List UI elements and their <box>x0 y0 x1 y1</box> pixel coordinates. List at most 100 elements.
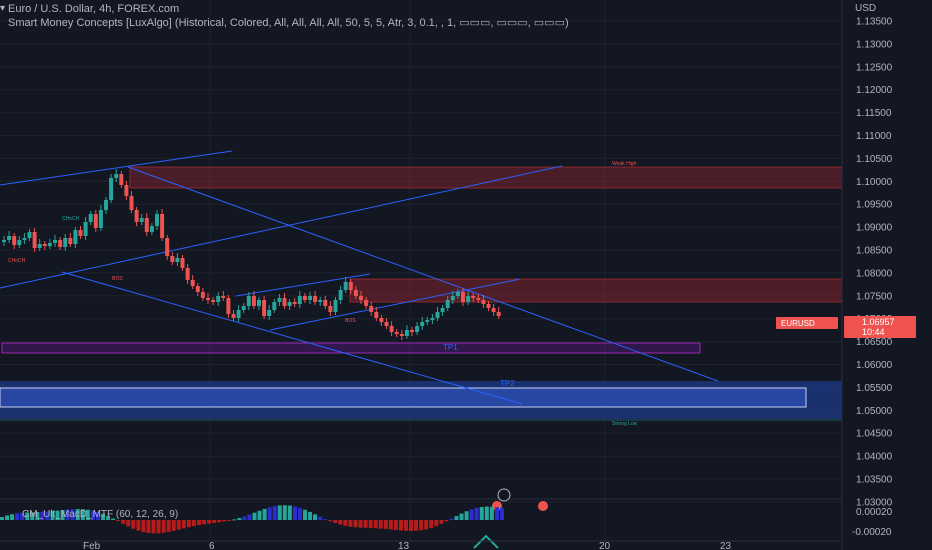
tp1-zone <box>1 342 701 354</box>
macd-bar <box>424 520 429 530</box>
macd-bar <box>277 505 282 520</box>
candle-body <box>104 200 108 210</box>
symbol-title[interactable]: Euro / U.S. Dollar, 4h, FOREX.com <box>8 3 180 15</box>
candle-body <box>180 258 185 268</box>
candle-body <box>211 300 216 302</box>
candle-body <box>175 258 180 262</box>
macd-bar <box>368 520 373 529</box>
macd-bar <box>85 509 90 520</box>
macd-bar <box>489 506 494 520</box>
candle-body <box>455 292 460 296</box>
macd-bar <box>222 520 227 522</box>
candle-body <box>338 290 343 300</box>
macd-bar <box>267 507 272 520</box>
choch-label-2: CHoCH <box>8 258 26 264</box>
candle-body <box>42 244 47 246</box>
price-axis-ticks[interactable]: 1.13500 1.13000 1.12500 1.12000 1.11500 1.110… <box>856 17 893 509</box>
price-tick-label: 1.10000 <box>856 177 893 188</box>
candle-body <box>491 308 496 312</box>
macd-bar <box>196 520 201 526</box>
macd-bar <box>474 507 479 520</box>
tp2-zone <box>0 387 807 408</box>
candle-body <box>466 296 471 302</box>
macd-bar <box>247 514 252 520</box>
candle-body <box>435 312 440 318</box>
macd-bar <box>151 520 156 534</box>
macd-bar <box>308 511 313 520</box>
candle-body <box>17 240 22 245</box>
candle-body <box>287 302 292 306</box>
macd-bar <box>313 514 318 520</box>
event-markers[interactable] <box>492 488 548 511</box>
candle-body <box>53 240 57 243</box>
event-icon-1[interactable] <box>497 488 511 502</box>
flag-icon-2[interactable] <box>538 501 548 511</box>
candle-body <box>160 214 165 238</box>
macd-bar <box>70 509 75 520</box>
weak-high-label: Weak High <box>612 161 637 167</box>
currency-label: USD <box>855 3 876 14</box>
macd-bar <box>60 510 65 520</box>
macd-bar <box>55 510 60 520</box>
price-tick-label: 1.07500 <box>856 291 893 302</box>
price-tick-label: 1.11500 <box>856 108 892 119</box>
macd-bar <box>136 520 141 531</box>
macd-bar <box>90 510 95 520</box>
macd-bar <box>383 520 388 529</box>
candle-body <box>114 174 119 178</box>
candle-body <box>98 210 103 228</box>
collapse-arrow-icon[interactable]: ▾ <box>0 3 6 14</box>
macd-bar <box>0 517 4 520</box>
candle-body <box>359 296 363 300</box>
candle-body <box>481 300 486 304</box>
candle-body <box>333 300 338 312</box>
price-tick-label: 1.06500 <box>856 337 893 348</box>
candle-body <box>22 238 27 240</box>
macd-bar <box>434 520 439 527</box>
macd-bar <box>454 516 459 520</box>
candle-body <box>93 214 98 228</box>
macd-bar <box>419 520 424 531</box>
current-price-badge[interactable] <box>844 316 916 338</box>
macd-bar <box>494 507 499 520</box>
macd-bar <box>439 520 444 524</box>
bos-label-2: BOS <box>345 318 356 324</box>
macd-bar <box>80 509 85 520</box>
price-tick-label: 1.12000 <box>856 85 893 96</box>
macd-bar <box>292 506 297 520</box>
macd-bar <box>40 511 45 520</box>
macd-bar <box>499 508 504 520</box>
symbol-badge[interactable] <box>776 317 838 329</box>
macd-bar <box>30 512 35 520</box>
candle-body <box>2 240 6 242</box>
candle-body <box>297 296 302 304</box>
macd-bar <box>181 520 186 529</box>
flag-icon-1[interactable] <box>492 501 502 511</box>
candle-body <box>73 230 78 244</box>
candle-body <box>420 322 425 326</box>
price-tick-label: 1.04000 <box>856 452 893 463</box>
candle-body <box>404 330 409 336</box>
macd-bar <box>479 506 484 520</box>
macd-bar <box>484 506 489 520</box>
candle-body <box>302 296 307 300</box>
price-grid <box>0 0 842 541</box>
candle-body <box>410 330 414 332</box>
chart-legend[interactable]: ▾ Euro / U.S. Dollar, 4h, FOREX.com Smar… <box>0 2 569 30</box>
candle-body <box>226 298 231 314</box>
oscillator-title[interactable]: CM_Ult_MacD_MTF (60, 12, 26, 9) <box>22 509 179 520</box>
macd-bar <box>141 520 146 533</box>
macd-bar <box>393 520 398 530</box>
macd-bar <box>409 520 414 531</box>
macd-bar <box>318 516 323 520</box>
tp2-label: TP2 <box>500 379 515 388</box>
candle-body <box>63 238 68 247</box>
candle-body <box>308 296 312 300</box>
macd-bar <box>202 520 206 525</box>
indicator-title[interactable]: Smart Money Concepts [LuxAlgo] (Historic… <box>8 17 569 29</box>
time-tick-20: 20 <box>599 541 611 550</box>
macd-bar <box>328 520 333 522</box>
macd-bar <box>45 511 50 520</box>
macd-bar <box>338 520 343 525</box>
